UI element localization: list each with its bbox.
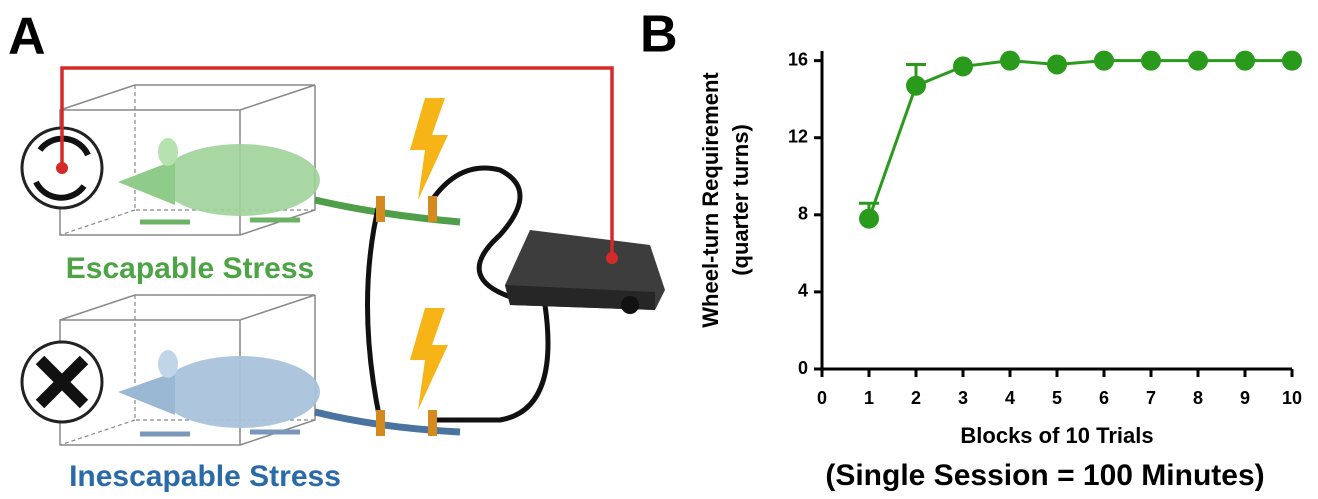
- marker: [859, 208, 879, 229]
- x-tick-label: 7: [1146, 388, 1156, 408]
- lightning: [410, 98, 448, 200]
- subtitle: (Single Session = 100 Minutes): [825, 459, 1264, 492]
- x-tick-label: 3: [958, 388, 968, 408]
- wheel-arrows: [33, 135, 91, 201]
- marker: [953, 56, 973, 77]
- rat-green: [118, 138, 461, 226]
- marker: [906, 75, 926, 96]
- y-axis-label: Wheel-turn Requirement: [698, 72, 723, 328]
- x-tick-label: 0: [817, 388, 827, 408]
- x-tick-label: 1: [864, 388, 874, 408]
- line: [867, 59, 1292, 220]
- y-tick-label: 0: [798, 358, 808, 378]
- y-tick-label: 8: [798, 204, 808, 224]
- y-tick-label: 12: [788, 126, 808, 146]
- marker: [1047, 54, 1067, 75]
- x-tick-label: 8: [1193, 388, 1203, 408]
- x-tick-label: 5: [1052, 388, 1062, 408]
- cable: [365, 197, 383, 423]
- wire-end: [606, 252, 618, 264]
- inescapable-label: Inescapable Stress: [69, 460, 341, 493]
- lightning: [410, 308, 448, 410]
- wire-end: [56, 162, 68, 174]
- y-axis-label: (quarter turns): [728, 124, 753, 276]
- diagram: A: [8, 8, 665, 493]
- x-tick-label: 10: [1282, 388, 1302, 408]
- panel-label: A: [8, 8, 46, 66]
- chart: B Blocks of 10 Trials (Single Session = …: [640, 6, 1302, 492]
- marker: [1000, 50, 1020, 71]
- marker: [1141, 50, 1161, 71]
- rat-blue: [118, 350, 461, 437]
- y-tick-label: 16: [788, 49, 808, 69]
- device-front: [505, 285, 655, 310]
- x-tick-label: 2: [911, 388, 921, 408]
- cable: [429, 165, 523, 303]
- marker: [1235, 50, 1255, 71]
- knob: [621, 296, 639, 314]
- panel-label: B: [640, 6, 678, 64]
- signal-wire: [60, 66, 614, 258]
- marker: [1282, 50, 1302, 71]
- x-tick-label: 9: [1240, 388, 1250, 408]
- electrode: [428, 196, 437, 222]
- marker: [1188, 50, 1208, 71]
- y-tick-label: 4: [798, 281, 808, 301]
- electrode: [376, 196, 385, 222]
- electrode: [428, 410, 437, 436]
- x-axis-label: Blocks of 10 Trials: [960, 423, 1153, 448]
- x-tick-label: 4: [1005, 388, 1015, 408]
- x-mark: [35, 355, 89, 409]
- escapable-label: Escapable Stress: [66, 252, 314, 285]
- cable: [429, 302, 551, 423]
- marker: [1094, 50, 1114, 71]
- electrode: [376, 410, 385, 436]
- x-tick-label: 6: [1099, 388, 1109, 408]
